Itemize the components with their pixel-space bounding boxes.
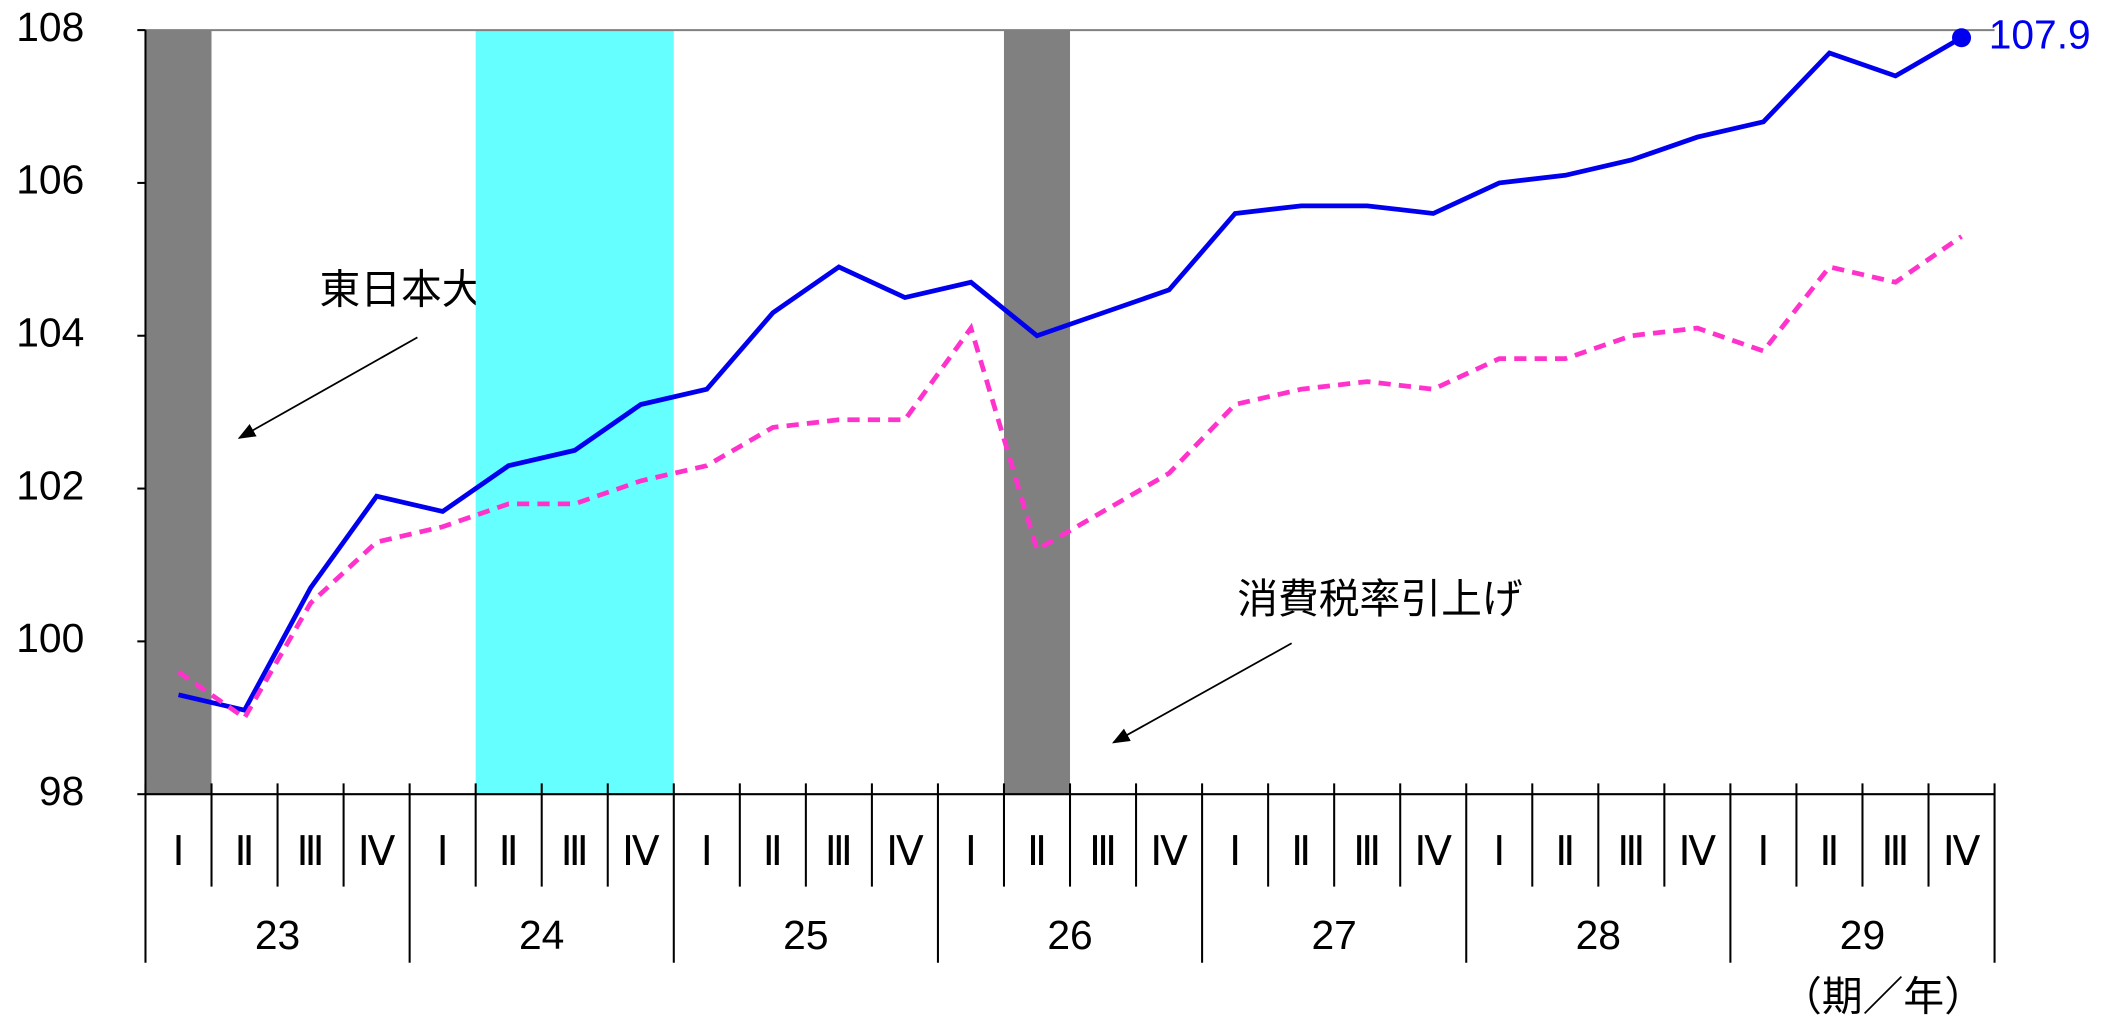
year-label: 29 <box>1840 912 1885 958</box>
x-tick-label: Ⅲ <box>825 828 853 874</box>
y-tick-label: 108 <box>16 4 84 50</box>
x-tick-label: Ⅰ <box>1493 828 1505 874</box>
year-label: 23 <box>255 912 300 958</box>
year-label: 28 <box>1576 912 1621 958</box>
x-tick-label: Ⅲ <box>1353 828 1381 874</box>
x-tick-label: Ⅱ <box>499 828 519 874</box>
year-label: 26 <box>1047 912 1092 958</box>
x-tick-label: Ⅰ <box>701 828 713 874</box>
x-tick-label: Ⅲ <box>1089 828 1117 874</box>
x-tick-label: Ⅰ <box>172 828 184 874</box>
x-tick-label: Ⅳ <box>1943 828 1981 874</box>
x-tick-label: Ⅲ <box>1617 828 1645 874</box>
x-tick-label: Ⅳ <box>886 828 924 874</box>
y-tick-label: 104 <box>16 310 84 356</box>
annotation-arrow <box>1111 642 1293 744</box>
x-tick-label: Ⅲ <box>561 828 589 874</box>
x-tick-label: Ⅱ <box>763 828 783 874</box>
data-line <box>177 234 1963 722</box>
x-tick-label: Ⅱ <box>1555 828 1575 874</box>
year-label: 27 <box>1311 912 1356 958</box>
x-tick-label: Ⅳ <box>622 828 660 874</box>
x-tick-label: Ⅰ <box>437 828 449 874</box>
data-label: 107.9 <box>1989 12 2091 58</box>
shaded-period <box>1003 30 1071 795</box>
x-tick-label: Ⅰ <box>965 828 977 874</box>
x-tick-label: Ⅳ <box>1150 828 1188 874</box>
data-line <box>177 35 1963 713</box>
x-axis-unit: （期／年） <box>1781 973 1985 1016</box>
x-tick-label: Ⅲ <box>1881 828 1909 874</box>
shaded-period <box>145 30 212 795</box>
x-tick-label: Ⅱ <box>234 828 254 874</box>
x-tick-label: Ⅳ <box>1414 828 1452 874</box>
x-tick-label: Ⅱ <box>1027 828 1047 874</box>
y-tick-label: 102 <box>16 462 84 508</box>
x-tick-label: Ⅰ <box>1757 828 1769 874</box>
annotation-arrow <box>237 336 418 439</box>
end-point <box>1952 28 1972 48</box>
x-tick-label: Ⅳ <box>1679 828 1717 874</box>
x-tick-label: Ⅱ <box>1819 828 1839 874</box>
x-tick-label: Ⅳ <box>358 828 396 874</box>
x-tick-label: Ⅱ <box>1291 828 1311 874</box>
year-label: 24 <box>519 912 564 958</box>
x-tick-label: Ⅰ <box>1229 828 1241 874</box>
annotation: 消費税率引上げ <box>1237 576 1522 622</box>
year-label: 25 <box>783 912 828 958</box>
x-tick-label: Ⅲ <box>297 828 325 874</box>
shaded-period <box>475 30 674 795</box>
y-tick-label: 106 <box>16 157 84 203</box>
y-tick-label: 100 <box>16 615 84 661</box>
y-tick-label: 98 <box>39 768 84 814</box>
